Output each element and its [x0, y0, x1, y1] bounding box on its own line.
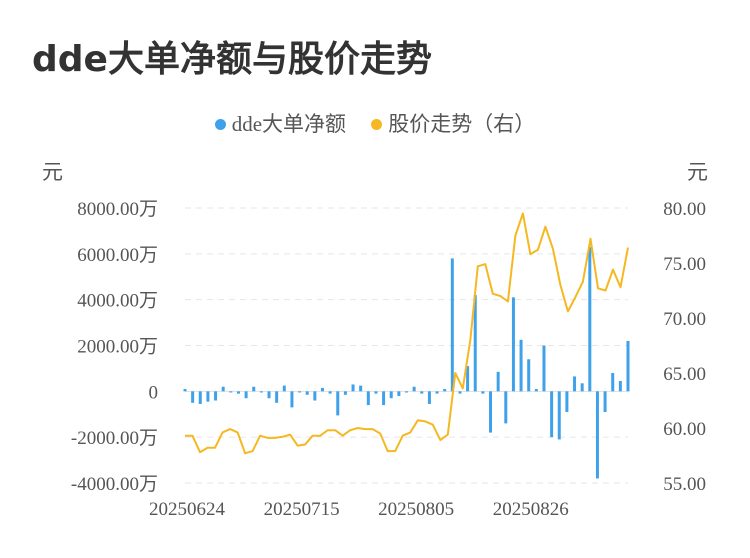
right-axis-ticks: 80.00 75.00 70.00 65.00 60.00 55.00	[663, 199, 706, 495]
dde-bar	[626, 340, 630, 392]
x-axis-ticks: 20250624 20250715 20250805 20250826	[149, 499, 569, 520]
dde-bar	[573, 376, 577, 392]
dde-bar	[427, 391, 431, 404]
dde-bar	[229, 391, 233, 393]
x-tick-label: 20250826	[493, 499, 569, 520]
dde-bar	[328, 391, 332, 394]
dde-bar	[450, 258, 454, 392]
price-line	[185, 212, 629, 455]
dde-bar	[489, 391, 493, 433]
dde-bar	[542, 345, 546, 392]
dde-bar	[214, 391, 218, 401]
dde-bar	[320, 387, 324, 392]
dde-bar	[259, 391, 263, 393]
dde-bar	[603, 391, 607, 412]
right-tick-label: 60.00	[663, 419, 706, 440]
dde-bar	[374, 391, 378, 394]
left-tick-label: -2000.00万	[71, 428, 158, 449]
dde-bar	[366, 391, 370, 406]
dde-bar	[504, 391, 508, 424]
dde-bar	[580, 383, 584, 392]
x-tick-label: 20250715	[264, 499, 340, 520]
legend-label-price: 股价走势（右）	[388, 112, 536, 136]
left-tick-label: 2000.00万	[77, 337, 158, 358]
right-tick-label: 75.00	[663, 254, 706, 275]
dde-bar	[221, 386, 225, 392]
left-tick-label: 8000.00万	[77, 199, 158, 220]
dde-bar	[588, 246, 592, 392]
dde-bar	[557, 391, 561, 440]
legend-item-price[interactable]: 股价走势（右）	[371, 108, 535, 138]
x-tick-label: 20250805	[378, 499, 454, 520]
dde-bar	[191, 391, 195, 403]
dde-bar	[313, 391, 317, 401]
legend-label-dde: dde大单净额	[231, 112, 347, 136]
dde-bar	[359, 385, 363, 392]
dde-bar	[435, 391, 439, 394]
chart-title: dde大单净额与股价走势	[32, 39, 432, 80]
dde-bar	[336, 391, 340, 416]
dde-bar	[343, 391, 347, 395]
dde-bar	[267, 391, 271, 399]
dde-bar	[298, 391, 302, 393]
left-tick-label: 4000.00万	[77, 291, 158, 312]
dde-bar	[244, 391, 248, 399]
dde-bar	[550, 391, 554, 438]
dde-bar	[198, 391, 202, 404]
dde-bar	[420, 391, 424, 394]
legend: dde大单净额 股价走势（右）	[0, 108, 750, 138]
price-line-group	[185, 212, 629, 455]
left-axis-ticks: 8000.00万 6000.00万 4000.00万 2000.00万 0 -2000.0…	[71, 199, 158, 495]
left-tick-label: 6000.00万	[77, 245, 158, 266]
dde-bar	[595, 391, 599, 479]
dde-bar	[382, 391, 386, 406]
dde-bar	[275, 391, 279, 403]
left-tick-label: -4000.00万	[71, 474, 158, 495]
dde-bar	[290, 391, 294, 408]
right-tick-label: 70.00	[663, 309, 706, 330]
dde-bar	[282, 385, 286, 392]
gridlines	[185, 207, 628, 484]
legend-item-dde[interactable]: dde大单净额	[214, 108, 347, 138]
dde-bar	[397, 391, 401, 396]
dde-bar	[305, 391, 309, 395]
dde-bar	[183, 389, 187, 392]
dde-bar	[458, 391, 462, 394]
dde-bar	[618, 381, 622, 392]
dde-bar	[405, 391, 408, 393]
dde-bar	[496, 371, 500, 392]
left-axis-unit: 元	[42, 160, 63, 184]
right-tick-label: 80.00	[663, 199, 706, 220]
right-axis-unit: 元	[687, 160, 708, 184]
dde-bar	[389, 391, 393, 399]
dde-bar	[412, 386, 416, 392]
dde-bar	[443, 389, 447, 392]
dde-bar	[611, 373, 615, 392]
dde-bar	[206, 391, 210, 402]
dde-bar	[466, 366, 470, 392]
dde-bar	[519, 339, 523, 392]
dde-bars	[183, 246, 630, 479]
dde-bar	[511, 297, 515, 392]
left-tick-label: 0	[149, 382, 159, 403]
dde-bar	[351, 384, 355, 392]
dde-bar	[534, 389, 538, 392]
right-tick-label: 65.00	[663, 364, 706, 385]
dde-bar	[565, 391, 569, 412]
legend-marker-dde	[214, 119, 226, 130]
right-tick-label: 55.00	[663, 474, 706, 495]
dde-bar	[481, 391, 485, 394]
dde-bar	[236, 391, 240, 394]
dde-bar	[473, 295, 477, 392]
dde-bar	[527, 359, 531, 392]
x-tick-label: 20250624	[149, 499, 226, 520]
legend-marker-price	[371, 119, 383, 130]
dde-bar	[252, 386, 256, 392]
